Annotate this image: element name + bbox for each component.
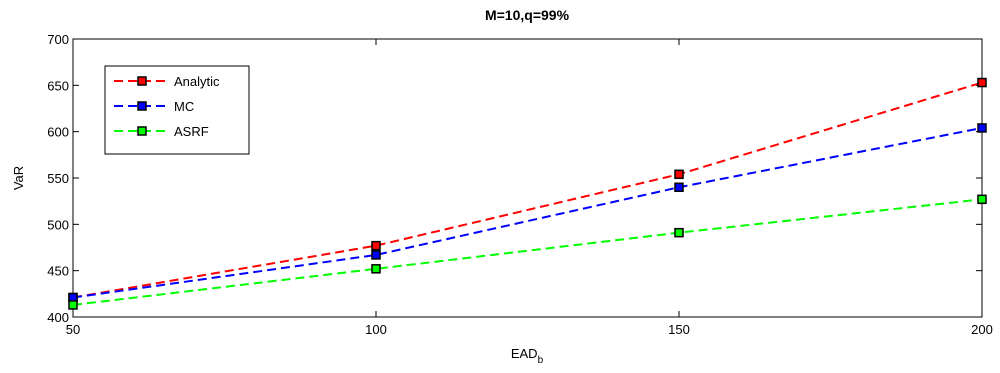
x-axis: 50 100 150 200 [66,39,993,337]
data-point-asrf [674,227,684,238]
y-tick-label: 400 [47,310,69,325]
legend-marker-mc [137,101,147,111]
x-axis-label-subscript: b [538,355,544,366]
x-tick-label: 100 [365,322,387,337]
x-axis-label: EADb [511,346,544,366]
series-line-analytic [72,81,983,299]
data-point-asrf [977,194,987,205]
data-point-asrf [371,264,381,274]
data-point-mc [371,250,381,260]
y-axis-label: VaR [11,166,26,190]
legend-label-asrf: ASRF [174,124,209,139]
x-tick-label: 150 [668,322,690,337]
data-point-asrf [68,300,78,310]
y-tick-label: 650 [47,78,69,93]
data-point-analytic [371,240,381,251]
legend-label-analytic: Analytic [174,74,220,89]
data-point-mc [977,123,987,133]
x-tick-label: 50 [66,322,80,337]
data-point-analytic [674,169,684,180]
y-tick-label: 550 [47,171,69,186]
legend-marker-analytic [137,76,147,86]
y-tick-label: 500 [47,217,69,232]
x-tick-label: 200 [971,322,993,337]
series-layer [68,77,987,310]
data-point-mc [674,182,684,193]
y-tick-label: 700 [47,32,69,47]
y-axis: 400 450 500 550 600 650 700 [47,32,982,325]
legend-label-mc: MC [174,99,194,114]
series-line-asrf [72,198,983,306]
series-line-mc [72,126,983,299]
y-tick-label: 450 [47,264,69,279]
chart-title: M=10,q=99% [485,7,570,23]
data-point-analytic [977,77,987,88]
y-tick-label: 600 [47,125,69,140]
legend-marker-asrf [137,126,147,136]
legend: Analytic MC ASRF [104,65,250,155]
